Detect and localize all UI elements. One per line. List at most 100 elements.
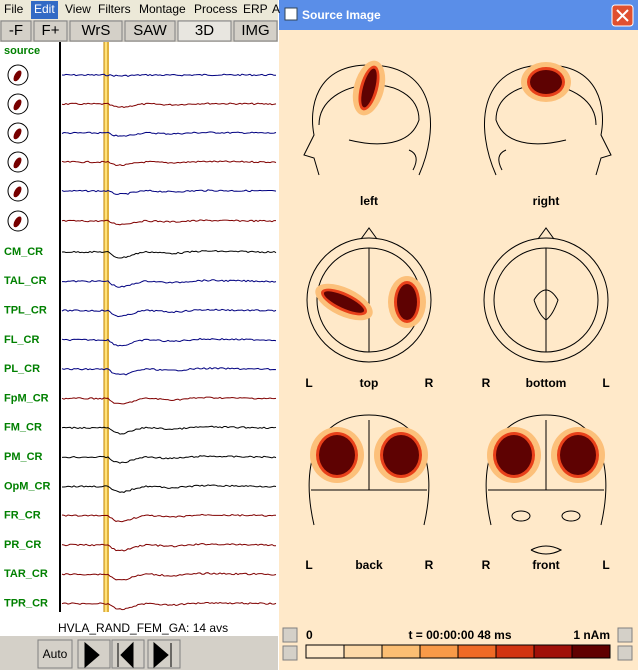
colorbar-step — [419, 644, 459, 659]
title-bar — [279, 0, 638, 30]
scroll-arrow[interactable] — [617, 627, 633, 643]
nav-icon — [84, 641, 100, 669]
auto-button[interactable] — [37, 639, 73, 669]
menu-item[interactable]: File — [4, 2, 24, 16]
view-label: front — [532, 558, 559, 572]
activation-core — [496, 435, 532, 475]
trace — [61, 542, 277, 552]
scroll-arrow[interactable] — [282, 627, 298, 643]
eye — [561, 510, 581, 522]
scroll-arrow[interactable] — [282, 645, 298, 661]
trace — [61, 367, 277, 376]
toolbar-button[interactable] — [124, 20, 176, 42]
side-label: L — [602, 558, 609, 572]
toolbar-button[interactable] — [177, 20, 232, 42]
colorbar-time: t = 00:00:00 48 ms — [408, 628, 511, 642]
trace — [61, 425, 277, 435]
ear — [408, 149, 417, 171]
source-window — [279, 0, 638, 670]
toolbar-label[interactable]: WrS — [82, 22, 111, 39]
trace — [61, 160, 277, 167]
colorbar-step — [381, 644, 421, 659]
trace — [62, 279, 277, 288]
toolbar-button[interactable] — [33, 20, 68, 42]
menu-item[interactable]: ERP — [243, 2, 268, 16]
colorbar-min: 0 — [306, 628, 313, 642]
toolbar-label[interactable]: F+ — [42, 22, 60, 39]
trace — [61, 102, 277, 109]
status-text: HVLA_RAND_FEM_GA: 14 avs — [58, 621, 228, 635]
source-dipole — [13, 99, 22, 111]
channel-label: CM_CR — [4, 246, 43, 258]
activation-core — [323, 291, 365, 313]
trace — [61, 131, 277, 137]
side-label: L — [602, 376, 609, 390]
trace — [61, 189, 277, 195]
menu-item[interactable]: Edit — [34, 2, 55, 16]
view-label: left — [360, 194, 378, 208]
window-icon — [284, 7, 298, 21]
activation-core — [530, 70, 562, 94]
menu-highlight — [31, 1, 58, 19]
side-label: R — [425, 376, 434, 390]
side-label: L — [305, 558, 312, 572]
view-label: top — [360, 376, 379, 390]
head-outline — [308, 414, 430, 526]
channel-label: TAR_CR — [4, 568, 48, 580]
source-dipole — [13, 216, 22, 228]
nav-icon — [117, 641, 134, 669]
colorbar-max: 1 nAm — [573, 628, 610, 642]
toolbar-button[interactable] — [0, 20, 32, 42]
auto-label[interactable]: Auto — [43, 647, 68, 661]
nav-icon — [153, 641, 172, 669]
head-outline — [306, 237, 432, 363]
side-label: R — [482, 558, 491, 572]
channel-label: OpM_CR — [4, 480, 51, 492]
view-label: right — [533, 194, 560, 208]
source-dipole — [13, 157, 22, 169]
colorbar-step — [343, 644, 383, 659]
source-dipole — [13, 70, 22, 82]
menu-item[interactable]: View — [65, 2, 91, 16]
toolbar-label[interactable]: SAW — [133, 22, 167, 39]
channel-label: FM_CR — [4, 422, 42, 434]
channel-label: TAL_CR — [4, 275, 47, 287]
side-label: R — [482, 376, 491, 390]
source-dipole — [13, 186, 22, 198]
toolbar-button[interactable] — [69, 20, 123, 42]
head-outline — [483, 237, 609, 363]
trace — [61, 601, 277, 611]
activation-core — [397, 284, 417, 320]
trace — [61, 73, 276, 77]
trace — [62, 484, 277, 493]
menu-item[interactable]: Filters — [98, 2, 131, 16]
toolbar-label[interactable]: 3D — [195, 22, 214, 39]
toolbar-label[interactable]: -F — [9, 22, 23, 39]
toolbar-label[interactable]: IMG — [241, 22, 269, 39]
trace — [61, 572, 277, 581]
channel-label: TPL_CR — [4, 305, 47, 317]
head-outline — [485, 414, 607, 526]
side-label: L — [305, 376, 312, 390]
colorbar-step — [571, 644, 611, 659]
menu-item[interactable]: Process — [194, 2, 237, 16]
left-panel — [0, 0, 278, 670]
window-title: Source Image — [302, 8, 381, 22]
nose — [360, 227, 378, 240]
mouth — [530, 545, 563, 555]
brainstem — [533, 289, 559, 321]
colorbar-step — [495, 644, 535, 659]
cursor-band — [104, 42, 109, 612]
toolbar-button[interactable] — [233, 20, 278, 42]
channel-label: PL_CR — [4, 363, 40, 375]
channel-label: PR_CR — [4, 539, 41, 551]
close-icon — [616, 9, 629, 22]
scroll-arrow[interactable] — [617, 645, 633, 661]
colorbar-step — [533, 644, 573, 659]
menu-item[interactable]: Montage — [139, 2, 186, 16]
brain-outline — [318, 84, 420, 145]
menu-item[interactable]: A — [272, 2, 280, 16]
channel-label: FL_CR — [4, 334, 40, 346]
trace — [61, 219, 276, 226]
